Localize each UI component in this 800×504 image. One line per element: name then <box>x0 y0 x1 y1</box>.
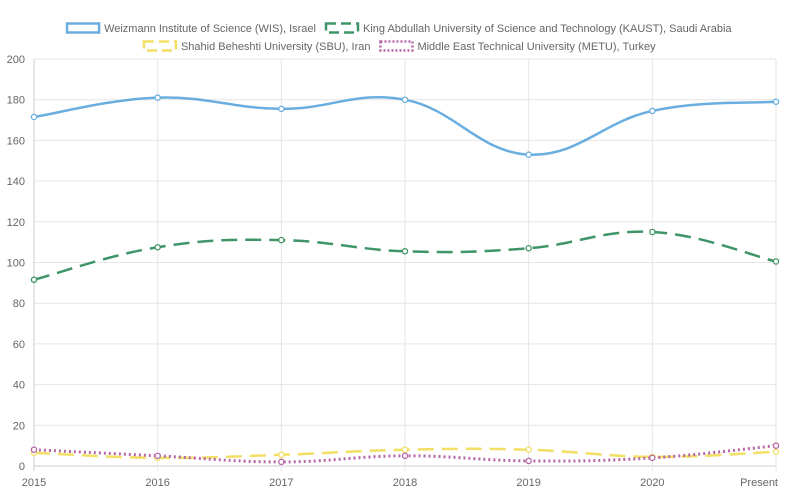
data-point <box>154 452 161 460</box>
x-tick-label: 2020 <box>640 477 664 489</box>
x-tick-label: 2018 <box>393 477 417 489</box>
y-tick-label: 140 <box>7 176 25 188</box>
data-point <box>401 96 409 103</box>
data-point <box>772 448 780 456</box>
x-tick-label: 2019 <box>516 477 540 489</box>
legend-swatch-3 <box>379 40 414 52</box>
legend-label-1: King Abdullah University of Science and … <box>363 23 732 35</box>
data-point <box>401 248 409 255</box>
y-tick-label: 0 <box>19 461 25 473</box>
chart-grid <box>33 58 777 471</box>
data-point <box>525 151 532 158</box>
y-tick-label: 40 <box>13 380 25 392</box>
y-tick-label: 180 <box>7 95 25 107</box>
data-point <box>649 454 656 462</box>
legend-swatch-1 <box>324 22 360 34</box>
y-tick-label: 160 <box>7 135 25 147</box>
y-tick-label: 60 <box>13 339 25 351</box>
data-point <box>772 98 780 105</box>
data-point <box>525 245 532 252</box>
data-point <box>278 105 285 113</box>
chart-series <box>30 94 780 466</box>
x-tick-label: Present <box>740 477 778 489</box>
y-axis: 0 20 40 60 80 100 120 140 160 180 200 <box>7 54 25 473</box>
data-point <box>772 442 780 449</box>
legend-label-2: Shahid Beheshti University (SBU), Iran <box>181 41 371 53</box>
data-point <box>649 228 656 236</box>
legend-label-0: Weizmann Institute of Science (WIS), Isr… <box>104 23 316 35</box>
legend-label-3: Middle East Technical University (METU),… <box>417 41 656 53</box>
x-tick-label: 2016 <box>145 477 169 489</box>
data-point <box>278 458 285 466</box>
data-point <box>525 457 532 465</box>
data-point <box>154 243 161 251</box>
data-point <box>30 113 38 121</box>
legend-swatch-2 <box>142 40 178 52</box>
data-point <box>30 446 38 453</box>
y-tick-label: 20 <box>13 420 25 432</box>
x-axis: 2015 2016 2017 2018 2019 2020 Present <box>22 477 778 489</box>
y-tick-label: 120 <box>7 217 25 229</box>
data-point <box>30 276 38 284</box>
y-tick-label: 100 <box>7 258 25 270</box>
data-point <box>649 107 656 115</box>
x-tick-label: 2017 <box>269 477 293 489</box>
x-tick-label: 2015 <box>22 477 46 489</box>
data-point <box>278 236 285 244</box>
data-point <box>278 451 285 459</box>
legend-swatch-0 <box>65 22 101 34</box>
y-tick-label: 200 <box>7 54 25 66</box>
data-point <box>154 94 161 101</box>
data-point <box>772 258 780 265</box>
data-point <box>525 446 532 453</box>
y-tick-label: 80 <box>13 298 25 310</box>
chart-legend: Weizmann Institute of Science (WIS), Isr… <box>65 22 732 53</box>
data-point <box>401 446 409 453</box>
data-point <box>401 452 409 460</box>
